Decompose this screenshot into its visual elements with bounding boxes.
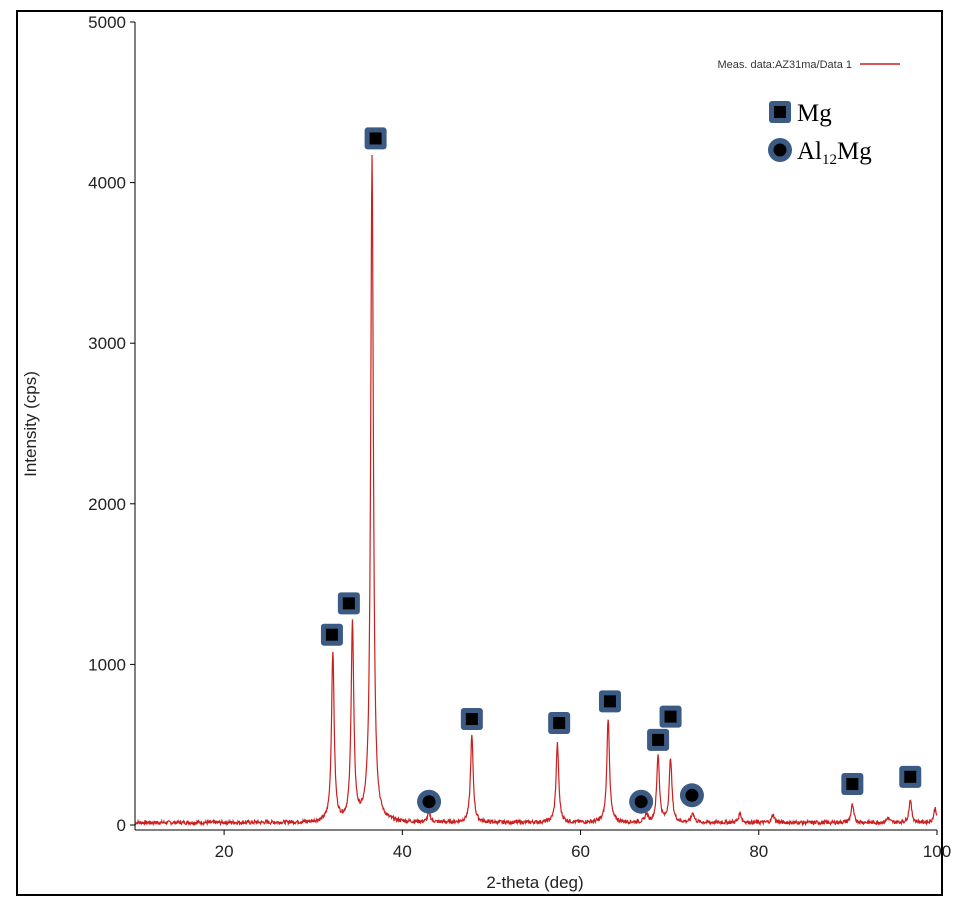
legend-series-label: Meas. data:AZ31ma/Data 1 <box>717 59 852 71</box>
y-tick-label: 1000 <box>88 655 126 674</box>
phase-legend-marker-core <box>774 106 786 118</box>
y-tick-label: 4000 <box>88 174 126 193</box>
phase-markers <box>320 127 922 814</box>
mg-marker-core <box>652 733 665 746</box>
series-line <box>134 154 938 827</box>
series <box>134 154 938 827</box>
x-tick-label: 100 <box>923 842 951 861</box>
al12mg-marker-core <box>685 788 699 802</box>
phase-legend-label: Mg <box>797 100 832 127</box>
mg-marker-core <box>342 597 355 610</box>
figure-frame <box>16 10 943 896</box>
phase-legend: Mg Al12Mg <box>768 100 872 168</box>
mg-marker-core <box>465 713 478 726</box>
legend: Meas. data:AZ31ma/Data 1 <box>717 59 900 71</box>
phase-legend-label: Al12Mg <box>797 138 872 168</box>
al12mg-marker-core <box>634 795 648 809</box>
x-tick-label: 60 <box>571 842 590 861</box>
y-tick-label: 2000 <box>88 495 126 514</box>
mg-marker-core <box>369 132 382 145</box>
al12mg-marker-core <box>422 795 436 809</box>
mg-marker-core <box>325 628 338 641</box>
mg-marker-core <box>553 717 566 730</box>
x-tick-label: 80 <box>749 842 768 861</box>
mg-marker-core <box>664 710 677 723</box>
y-tick-label: 0 <box>117 816 126 835</box>
mg-marker-core <box>603 695 616 708</box>
y-tick-label: 3000 <box>88 334 126 353</box>
axes <box>134 22 937 831</box>
x-tick-label: 20 <box>215 842 234 861</box>
y-tick-label: 5000 <box>88 13 126 32</box>
mg-marker-core <box>904 770 917 783</box>
y-axis-label: Intensity (cps) <box>21 371 40 477</box>
x-tick-label: 40 <box>393 842 412 861</box>
phase-legend-marker-core <box>773 143 787 157</box>
mg-marker-core <box>846 778 859 791</box>
x-axis-label: 2-theta (deg) <box>486 873 583 892</box>
